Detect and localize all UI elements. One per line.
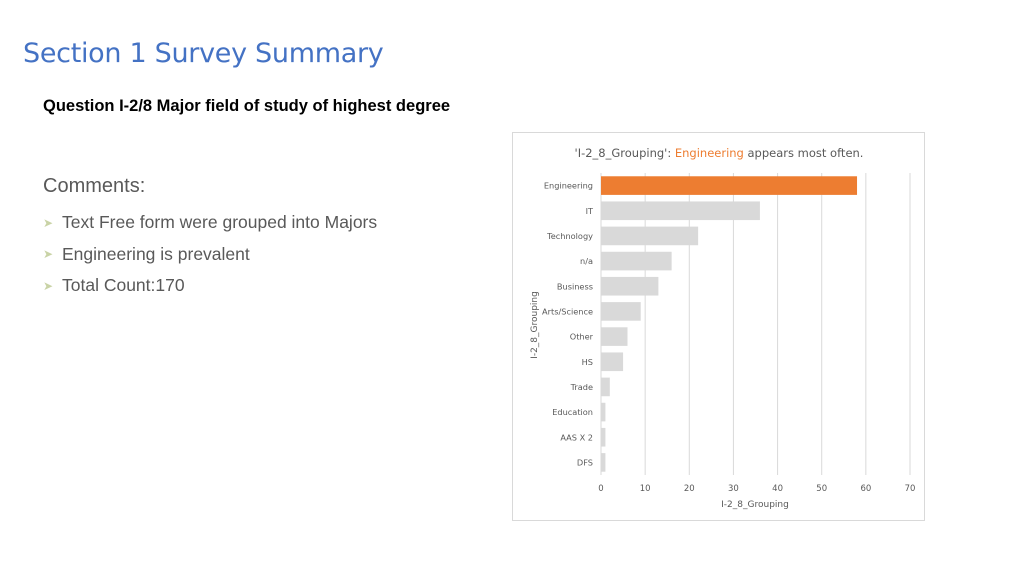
x-tick-label: 30 (728, 484, 739, 494)
bar-education (601, 402, 606, 422)
bar-aas-x-2 (601, 427, 606, 447)
x-axis-label: I-2_8_Grouping (721, 500, 789, 510)
x-tick-label: 60 (860, 484, 871, 494)
bars (601, 176, 858, 472)
y-tick-label: Technology (546, 231, 593, 241)
y-tick-label: Arts/Science (542, 306, 593, 316)
comments-list: ➤ Text Free form were grouped into Majors… (43, 207, 377, 302)
y-axis-label: I-2_8_Grouping (530, 291, 540, 359)
comment-text: Text Free form were grouped into Majors (62, 212, 378, 233)
x-tick-labels: 0 10 20 30 40 50 60 70 Engineering IT Technology n/… (542, 181, 915, 494)
chart-title-part: appears most often. (744, 146, 864, 160)
chart-title-highlight: Engineering (675, 146, 744, 160)
gridlines (600, 173, 911, 475)
arrow-bullet-icon: ➤ (43, 247, 54, 262)
y-tick-label: Engineering (544, 181, 593, 191)
y-tick-label: AAS X 2 (560, 432, 593, 442)
arrow-bullet-icon: ➤ (43, 215, 54, 230)
x-tick-label: 0 (598, 484, 603, 494)
x-tick-label: 10 (640, 484, 651, 494)
comment-text: Engineering is prevalent (62, 243, 250, 264)
bar-hs (601, 352, 624, 372)
y-tick-label: Trade (570, 382, 593, 392)
x-tick-label: 50 (816, 484, 827, 494)
y-tick-label: Other (570, 332, 594, 342)
comment-item: ➤ Text Free form were grouped into Majors (43, 207, 377, 239)
x-tick-label: 40 (772, 484, 783, 494)
y-tick-label: DFS (577, 457, 593, 467)
bar-n-a (601, 251, 672, 271)
bar-chart: 'I-2_8_Grouping': Engineering appears mo… (512, 132, 925, 521)
chart-title: 'I-2_8_Grouping': Engineering appears mo… (575, 146, 864, 160)
comment-item: ➤ Engineering is prevalent (43, 239, 377, 271)
y-tick-label: Education (552, 407, 593, 417)
comments-heading: Comments: (43, 175, 146, 197)
slide-title: Section 1 Survey Summary (23, 38, 384, 69)
comment-item: ➤ Total Count:170 (43, 270, 377, 302)
bar-business (601, 276, 659, 296)
arrow-bullet-icon: ➤ (43, 278, 54, 293)
bar-other (601, 327, 628, 346)
bar-dfs (601, 453, 606, 472)
y-tick-label: HS (582, 357, 593, 367)
y-tick-label: Business (557, 281, 593, 291)
bar-technology (601, 226, 699, 246)
chart-title-part: 'I-2_8_Grouping': (575, 146, 675, 160)
bar-engineering (601, 176, 858, 195)
bar-chart-svg: 'I-2_8_Grouping': Engineering appears mo… (530, 146, 915, 510)
comment-text: Total Count:170 (62, 275, 185, 296)
y-tick-label: n/a (580, 256, 593, 266)
y-tick-label: IT (586, 206, 594, 216)
bar-it (601, 201, 760, 221)
question-heading: Question I-2/8 Major field of study of h… (43, 97, 451, 115)
x-tick-label: 20 (684, 484, 695, 494)
bar-trade (601, 377, 610, 397)
bar-arts-science (601, 302, 641, 321)
x-tick-label: 70 (905, 484, 916, 494)
